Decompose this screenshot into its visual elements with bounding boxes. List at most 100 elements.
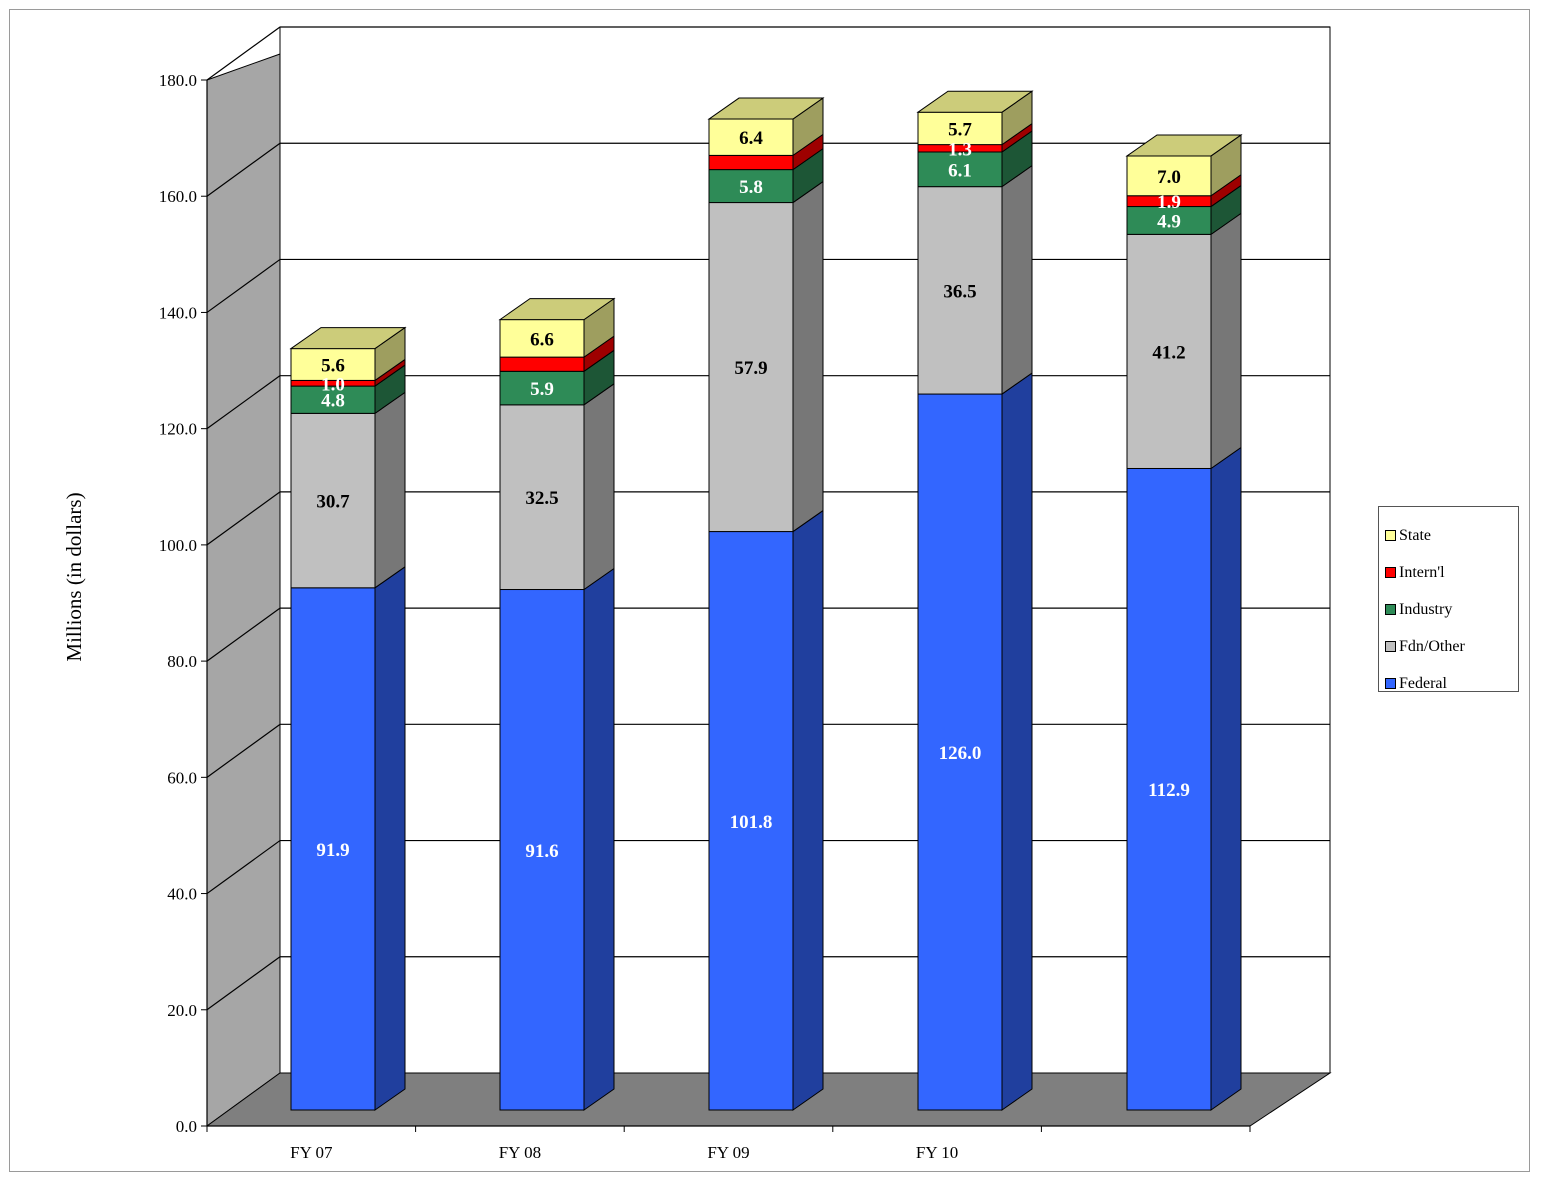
data-label: 101.8 — [730, 812, 773, 833]
legend-item: Industry — [1379, 591, 1518, 628]
data-label: 30.7 — [316, 492, 350, 513]
legend-item: Intern'l — [1379, 554, 1518, 591]
data-label: 1.0 — [321, 374, 345, 395]
bar-segment-side — [374, 565, 406, 1111]
bar-stack — [289, 326, 407, 1111]
data-label: 7.0 — [1157, 167, 1181, 188]
data-label: 5.8 — [739, 177, 763, 198]
legend-item: State — [1379, 517, 1518, 554]
bar-stack — [916, 90, 1034, 1111]
bar-segment — [1126, 467, 1212, 1111]
x-tick-label: FY 09 — [707, 1143, 749, 1162]
data-label: 5.6 — [321, 355, 345, 376]
data-label: 32.5 — [525, 488, 558, 509]
bar-segment — [499, 404, 585, 591]
bar-top — [1125, 134, 1243, 157]
bar-segment-side — [374, 391, 406, 589]
bar-segment-side — [583, 382, 615, 591]
bars — [289, 90, 1243, 1111]
data-label: 1.9 — [1157, 192, 1181, 213]
gridline-side — [206, 840, 281, 895]
bar-segment-side — [1001, 372, 1033, 1111]
gridline-side — [206, 375, 281, 430]
legend-swatch — [1385, 678, 1396, 689]
gridline-side — [206, 491, 281, 546]
y-tick-label: 40.0 — [167, 885, 197, 904]
bar-stack — [1125, 134, 1243, 1111]
gridline-side — [206, 26, 281, 81]
legend-item: Federal — [1379, 665, 1518, 702]
data-label: 91.6 — [525, 841, 558, 862]
bar-top — [498, 298, 616, 321]
gridline-side — [206, 607, 281, 662]
legend-swatch — [1385, 530, 1396, 541]
gridline-side — [206, 723, 281, 778]
legend-label: Intern'l — [1399, 563, 1445, 581]
legend-label: Federal — [1399, 674, 1447, 692]
data-label: 126.0 — [939, 743, 982, 764]
legend-swatch — [1385, 604, 1396, 615]
bar-segment-side — [792, 509, 824, 1111]
legend-item: Fdn/Other — [1379, 628, 1518, 665]
y-tick-label: 180.0 — [159, 71, 197, 90]
y-axis-label: Millions (in dollars) — [62, 492, 86, 661]
y-tick-label: 140.0 — [159, 303, 197, 322]
data-labels: 91.9 30.7 4.81.05.6 91.6 32.5 5.9 6.6 101.8 57.9… — [316, 119, 1189, 861]
bar-segment — [708, 169, 794, 204]
legend-label: Industry — [1399, 600, 1453, 618]
data-label: 36.5 — [943, 281, 976, 302]
bar-segment — [290, 348, 376, 381]
bar-stack — [498, 297, 616, 1111]
data-label: 112.9 — [1148, 780, 1190, 801]
gridline-side — [206, 258, 281, 313]
bar-segment-side — [583, 567, 615, 1111]
y-tick-label: 60.0 — [167, 768, 197, 787]
bar-segment — [290, 587, 376, 1111]
bar-segment — [917, 393, 1003, 1111]
y-tick-label: 0.0 — [176, 1117, 197, 1136]
data-label: 41.2 — [1152, 342, 1185, 363]
axes: 0.0 20.0 40.0 60.0 80.0 100.0 120.0 140.0 160.0 1… — [159, 71, 1251, 1162]
y-tick-label: 80.0 — [167, 652, 197, 671]
legend-label: Fdn/Other — [1399, 637, 1465, 655]
x-tick-label: FY 07 — [290, 1143, 333, 1162]
bar-segment-side — [1210, 446, 1242, 1111]
y-tick-label: 100.0 — [159, 536, 197, 555]
bar-segment-side — [1210, 212, 1242, 470]
x-tick-label: FY 10 — [916, 1143, 958, 1162]
bar-top — [707, 97, 825, 120]
data-label: 5.9 — [530, 379, 554, 400]
bar-segment — [290, 412, 376, 589]
gridline-side — [206, 142, 281, 197]
bar-segment-side — [792, 180, 824, 533]
y-tick-label: 20.0 — [167, 1001, 197, 1020]
legend-label: State — [1399, 526, 1431, 544]
bar-segment — [917, 186, 1003, 395]
data-label: 91.9 — [316, 840, 349, 861]
bar-segment — [499, 589, 585, 1111]
data-label: 57.9 — [734, 358, 767, 379]
bar-top — [916, 90, 1034, 113]
bar-segment — [499, 356, 585, 372]
x-tick-label: FY 08 — [499, 1143, 541, 1162]
data-label: 5.7 — [948, 119, 972, 140]
data-label: 1.3 — [948, 139, 972, 160]
bar-segment — [708, 202, 794, 533]
bar-segment — [708, 118, 794, 156]
legend-swatch — [1385, 641, 1396, 652]
bar-segment-side — [1001, 164, 1033, 396]
legend-swatch — [1385, 567, 1396, 578]
bar-segment — [1126, 155, 1212, 197]
legend: State Intern'l Industry Fdn/Other Federal — [1378, 506, 1519, 692]
bar-top — [289, 327, 407, 350]
bar-segment — [708, 154, 794, 171]
data-label: 4.8 — [321, 391, 345, 412]
bar-segment — [917, 151, 1003, 188]
data-label: 4.9 — [1157, 211, 1181, 232]
y-tick-label: 160.0 — [159, 187, 197, 206]
y-tick-label: 120.0 — [159, 420, 197, 439]
gridline-side — [206, 956, 281, 1011]
data-label: 6.6 — [530, 329, 554, 350]
bar-stack — [707, 97, 825, 1111]
